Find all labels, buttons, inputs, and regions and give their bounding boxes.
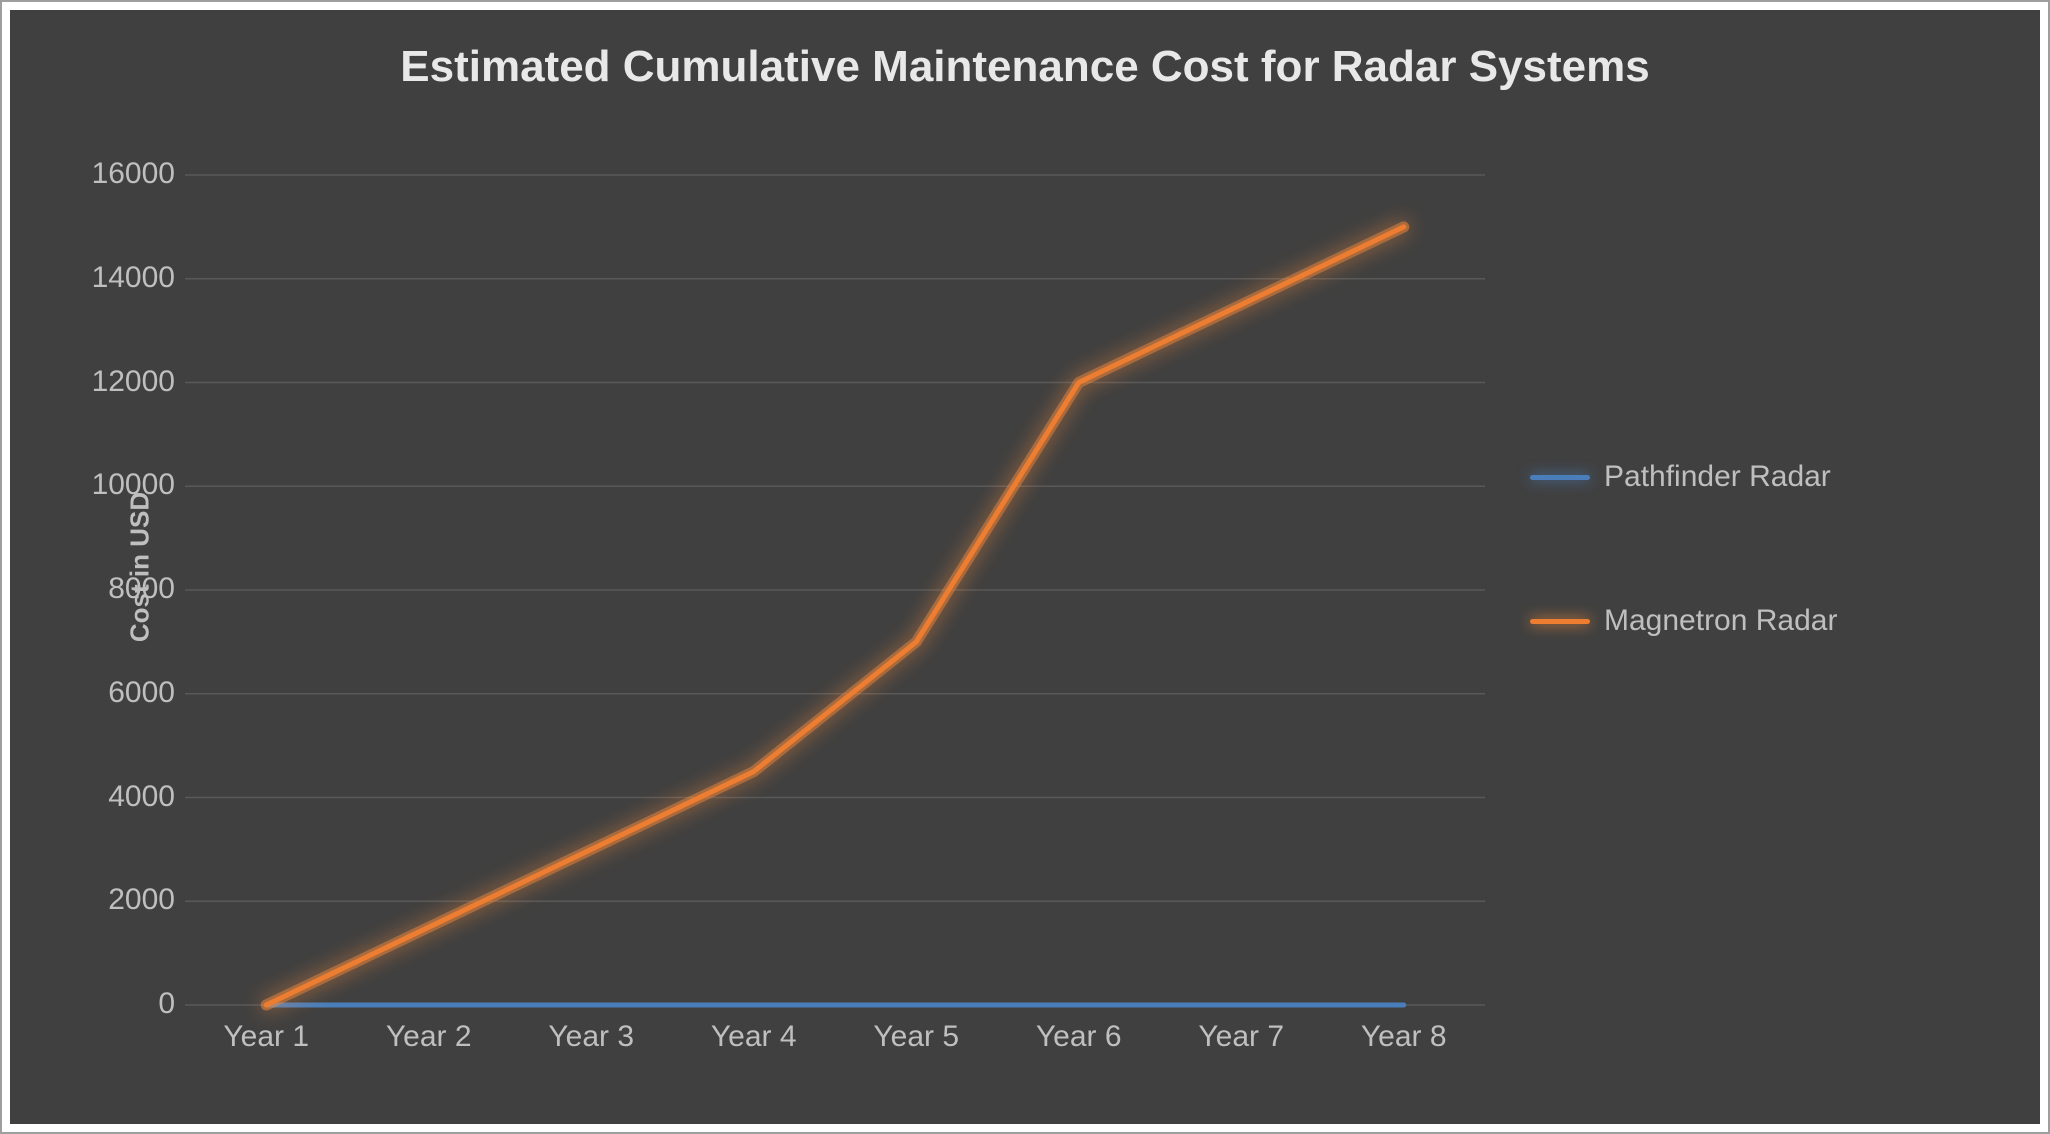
y-axis-label: Cost in USD xyxy=(125,492,156,642)
y-tick-label: 6000 xyxy=(65,676,175,710)
legend-label-magnetron: Magnetron Radar xyxy=(1604,604,1837,638)
chart-title: Estimated Cumulative Maintenance Cost fo… xyxy=(10,42,2040,92)
plot-svg xyxy=(185,175,1485,1005)
x-tick-label: Year 4 xyxy=(673,1020,836,1054)
x-tick-labels: Year 1Year 2Year 3Year 4Year 5Year 6Year… xyxy=(185,1020,1485,1054)
y-tick-label: 0 xyxy=(65,987,175,1021)
legend-item-pathfinder: Pathfinder Radar xyxy=(1530,460,1837,494)
x-tick-label: Year 2 xyxy=(348,1020,511,1054)
y-tick-label: 4000 xyxy=(65,780,175,814)
legend-label-pathfinder: Pathfinder Radar xyxy=(1604,460,1831,494)
y-tick-label: 8000 xyxy=(65,572,175,606)
legend-swatch-magnetron xyxy=(1530,619,1590,624)
legend-item-magnetron: Magnetron Radar xyxy=(1530,604,1837,638)
legend-swatch-pathfinder xyxy=(1530,475,1590,480)
x-tick-label: Year 8 xyxy=(1323,1020,1486,1054)
plot-area xyxy=(185,175,1485,1005)
x-tick-label: Year 3 xyxy=(510,1020,673,1054)
y-tick-label: 10000 xyxy=(65,468,175,502)
chart-frame: Estimated Cumulative Maintenance Cost fo… xyxy=(0,0,2050,1134)
x-tick-label: Year 7 xyxy=(1160,1020,1323,1054)
gridlines xyxy=(185,175,1485,1005)
chart-background: Estimated Cumulative Maintenance Cost fo… xyxy=(10,10,2040,1124)
y-tick-label: 12000 xyxy=(65,365,175,399)
series-line xyxy=(266,227,1404,1005)
series-group xyxy=(266,227,1404,1005)
x-tick-label: Year 1 xyxy=(185,1020,348,1054)
x-tick-label: Year 6 xyxy=(998,1020,1161,1054)
y-tick-label: 2000 xyxy=(65,883,175,917)
y-tick-label: 14000 xyxy=(65,261,175,295)
y-tick-label: 16000 xyxy=(65,157,175,191)
legend: Pathfinder Radar Magnetron Radar xyxy=(1530,460,1837,748)
x-tick-label: Year 5 xyxy=(835,1020,998,1054)
